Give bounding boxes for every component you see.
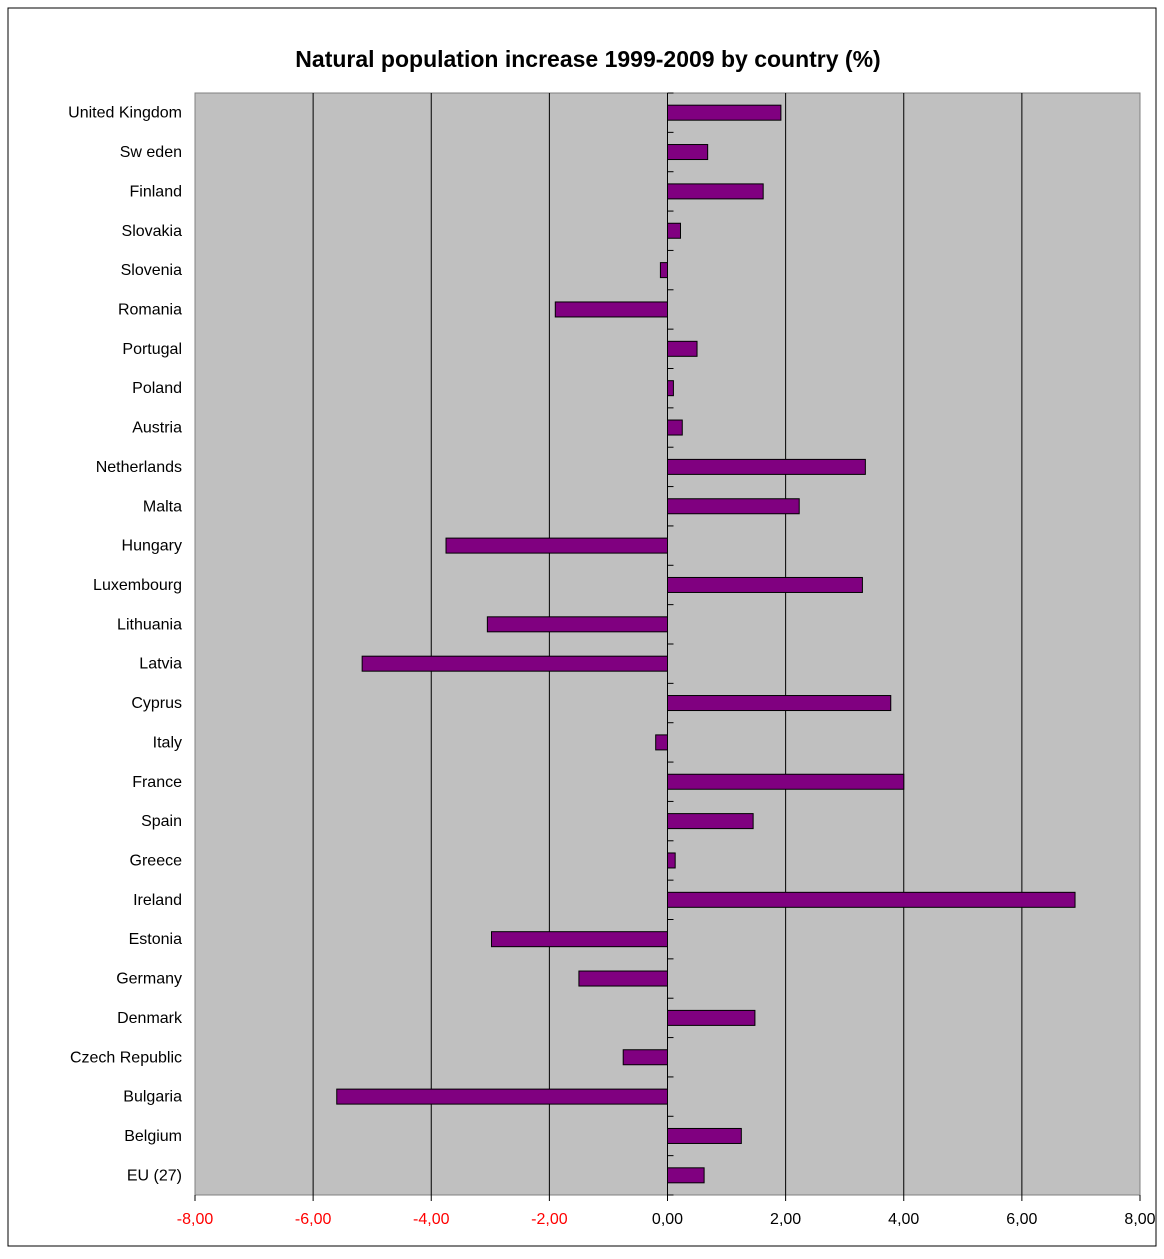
x-tick-label: -6,00	[295, 1211, 332, 1228]
category-label: Spain	[141, 813, 182, 830]
bar	[667, 1127, 742, 1144]
bar	[361, 655, 668, 672]
category-label: Netherlands	[96, 459, 182, 476]
bar	[655, 734, 668, 751]
category-label: Poland	[132, 380, 182, 397]
bar	[667, 144, 709, 161]
category-label: Sw eden	[120, 144, 182, 161]
bar	[490, 931, 668, 948]
x-tick-label: 4,00	[888, 1211, 919, 1228]
bar	[622, 1049, 668, 1066]
category-label: Denmark	[117, 1010, 183, 1027]
bar	[667, 419, 683, 436]
bar	[667, 813, 754, 830]
category-label: Estonia	[129, 931, 182, 948]
axis-ticks	[194, 92, 1141, 1201]
category-label: Germany	[116, 971, 182, 988]
category-label: Luxembourg	[93, 577, 182, 594]
category-label: Romania	[118, 301, 182, 318]
x-tick-labels: -8,00 -6,00 -4,00 -2,00 0,00 2,00 4,00 6,00 8,00	[177, 1211, 1156, 1228]
bar	[667, 773, 905, 790]
bar	[667, 498, 800, 515]
category-label: Latvia	[139, 656, 182, 673]
bar	[667, 1009, 756, 1026]
x-tick-label: -2,00	[531, 1211, 568, 1228]
category-label: France	[132, 774, 182, 791]
category-label: Slovakia	[122, 223, 183, 240]
category-label: Slovenia	[121, 262, 182, 279]
category-label: Hungary	[122, 538, 182, 555]
bar	[667, 340, 698, 357]
bar	[667, 458, 866, 475]
x-tick-label: 6,00	[1006, 1211, 1037, 1228]
x-tick-label: 2,00	[770, 1211, 801, 1228]
x-tick-label: 0,00	[652, 1211, 683, 1228]
category-label: United Kingdom	[68, 105, 182, 122]
category-label: Czech Republic	[70, 1049, 182, 1066]
bar	[336, 1088, 668, 1105]
category-label: Malta	[143, 498, 182, 515]
bar	[667, 380, 674, 397]
bar	[667, 183, 764, 200]
category-label: Cyprus	[131, 695, 182, 712]
bar	[667, 104, 782, 121]
bar	[667, 852, 676, 869]
bar	[659, 262, 668, 279]
category-label: Lithuania	[117, 616, 182, 633]
chart-title: Natural population increase 1999-2009 by…	[295, 46, 880, 72]
bar	[667, 695, 892, 712]
bar	[667, 891, 1076, 908]
bar	[667, 576, 863, 593]
bar	[578, 970, 668, 987]
category-label: Bulgaria	[123, 1089, 182, 1106]
x-tick-label: -8,00	[177, 1211, 214, 1228]
category-label: EU (27)	[127, 1167, 182, 1184]
bar	[667, 222, 681, 239]
bar	[554, 301, 668, 318]
x-tick-label: -4,00	[413, 1211, 450, 1228]
bar	[445, 537, 668, 554]
category-label: Greece	[130, 852, 183, 869]
category-label: Italy	[153, 734, 182, 751]
category-label: Finland	[130, 183, 182, 200]
category-label: Austria	[132, 420, 182, 437]
x-tick-label: 8,00	[1124, 1211, 1155, 1228]
bar	[667, 1167, 705, 1184]
category-label: Ireland	[133, 892, 182, 909]
category-label: Belgium	[124, 1128, 182, 1145]
category-label: Portugal	[122, 341, 182, 358]
bar	[486, 616, 668, 633]
category-labels: United Kingdom Sw eden Finland Slovakia Slov…	[68, 105, 183, 1185]
bars	[336, 104, 1076, 1184]
